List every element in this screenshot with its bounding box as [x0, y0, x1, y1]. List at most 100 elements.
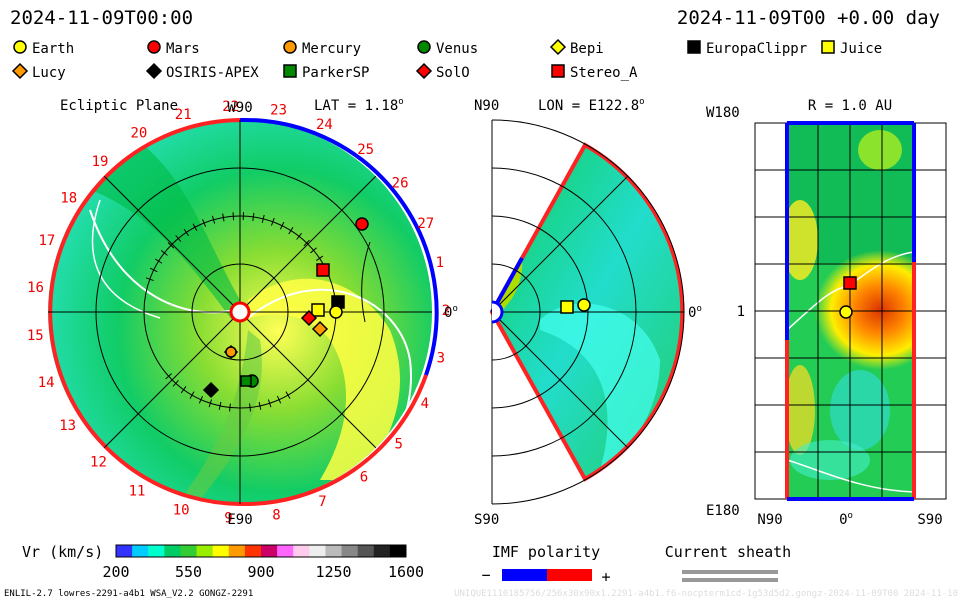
colorbar-swatch: [277, 545, 294, 557]
latlon-x-left: N90: [757, 512, 782, 528]
carrington-number: 5: [395, 436, 403, 452]
carrington-number: 15: [27, 328, 44, 344]
colorbar-strip: [116, 545, 407, 557]
latlon-x-right: S90: [917, 512, 942, 528]
legend-label-mars: Mars: [166, 41, 200, 57]
meridional-right-label: 0o: [688, 304, 702, 321]
carrington-number: 2: [442, 303, 450, 319]
imf-minus: −: [481, 566, 490, 584]
colorbar-tick-label: 1250: [315, 563, 351, 581]
colorbar-swatch: [164, 545, 181, 557]
osiris-apex-marker: [202, 381, 220, 399]
latlon-top-label: W180: [706, 105, 740, 121]
meridional-bottom-label: S90: [474, 512, 499, 528]
ecliptic-boundary-red: [48, 118, 428, 507]
ecliptic-panel: Ecliptic Plane LAT = 1.18o 1234567891011…: [27, 97, 458, 528]
legend-marker-lucy: [11, 62, 29, 80]
latlon-spacecraft: [839, 276, 857, 319]
solo-marker: [300, 309, 318, 327]
colorbar-tick-label: 1600: [388, 563, 424, 581]
sun-marker: [229, 301, 251, 323]
meridional-spacecraft: [560, 298, 591, 314]
colorbar-swatch: [212, 545, 230, 557]
imf-polarity: IMF polarity − +: [481, 543, 610, 586]
colorbar-tick-label: 550: [175, 563, 202, 581]
juice-marker: [311, 303, 325, 317]
colorbar-swatch: [196, 545, 214, 557]
legend-marker-stereo-a: [551, 64, 565, 78]
legend-marker-europaclippr: [687, 40, 701, 54]
legend-label-stereo-a: Stereo_A: [570, 65, 638, 81]
imf-label: IMF polarity: [492, 543, 600, 561]
imf-negative-bar: [502, 569, 547, 581]
latlon-panel: R = 1.0 AU W180 E180 1 N90 0o S90: [706, 98, 947, 528]
latlon-title: R = 1.0 AU: [808, 98, 892, 114]
legend-marker-osiris-apex: [145, 62, 163, 80]
ecliptic-top-label: W90: [227, 100, 252, 116]
legend-marker-solo: [415, 62, 433, 80]
colorbar-tick-label: 200: [102, 563, 129, 581]
legend-label-venus: Venus: [436, 41, 478, 57]
legend-marker-mars: [147, 40, 161, 54]
meridional-top-label: N90: [474, 98, 499, 114]
legend-marker-mercury: [283, 40, 297, 54]
carrington-number: 20: [130, 126, 147, 142]
imf-positive-bar: [547, 569, 592, 581]
colorbar-tick-label: 900: [247, 563, 274, 581]
sheath-label: Current sheath: [665, 543, 791, 561]
carrington-number: 6: [360, 470, 368, 486]
colorbar-swatch: [373, 545, 391, 557]
legend-label-parkersp: ParkerSP: [302, 65, 369, 81]
legend: Earth Mars Mercury Venus Bepi EuropaClippr Jui…: [11, 38, 882, 81]
legend-label-lucy: Lucy: [32, 65, 66, 81]
imf-plus: +: [601, 568, 610, 586]
latlon-x-mid: 0o: [839, 511, 853, 528]
carrington-number: 3: [437, 351, 445, 367]
carrington-number: 10: [173, 502, 190, 518]
carrington-number: 24: [316, 117, 333, 133]
colorbar-swatch: [341, 545, 359, 557]
carrington-number: 21: [175, 107, 192, 123]
colorbar-swatch: [180, 545, 198, 557]
latlon-bottom-label: E180: [706, 503, 740, 519]
latlon-stereo-a-marker: [843, 276, 857, 290]
earth-marker: [329, 305, 343, 319]
carrington-number: 18: [60, 190, 77, 206]
lucy-marker: [311, 320, 329, 338]
carrington-number: 23: [270, 103, 287, 119]
colorbar-swatch: [309, 545, 326, 557]
colorbar-swatch: [293, 545, 310, 557]
latlon-mid-label: 1: [737, 304, 745, 320]
stereo-a-marker: [316, 263, 330, 277]
legend-label-mercury: Mercury: [302, 41, 361, 57]
legend-marker-juice: [821, 40, 835, 54]
lat-label: LAT = 1.18o: [314, 97, 404, 114]
carrington-number: 8: [272, 508, 280, 524]
carrington-number: 4: [421, 396, 429, 412]
colorbar-ticks: 200 550 900 1250 1600: [102, 563, 424, 581]
legend-label-europaclippr: EuropaClippr: [706, 41, 807, 57]
colorbar-swatch: [389, 545, 407, 557]
current-sheath: Current sheath: [665, 543, 791, 582]
carrington-number: 14: [38, 375, 55, 391]
legend-label-earth: Earth: [32, 41, 74, 57]
carrington-number: 27: [417, 216, 434, 232]
mars-marker: [355, 217, 369, 231]
latlon-earth-marker: [839, 305, 853, 319]
colorbar-swatch: [132, 545, 149, 557]
carrington-number: 9: [224, 511, 232, 527]
carrington-number: 16: [27, 280, 44, 296]
ecliptic-spacecraft: [202, 217, 369, 399]
lon-label: LON = E122.8o: [538, 97, 645, 114]
ecliptic-title: Ecliptic Plane: [60, 98, 178, 114]
legend-marker-earth: [13, 40, 27, 54]
carrington-number: 11: [129, 483, 146, 499]
colorbar-swatch: [244, 545, 262, 557]
colorbar-swatch: [261, 545, 278, 557]
carrington-number: 12: [90, 455, 107, 471]
mercury-marker: [225, 346, 237, 358]
legend-label-juice: Juice: [840, 41, 882, 57]
carrington-number: 22: [222, 99, 239, 115]
